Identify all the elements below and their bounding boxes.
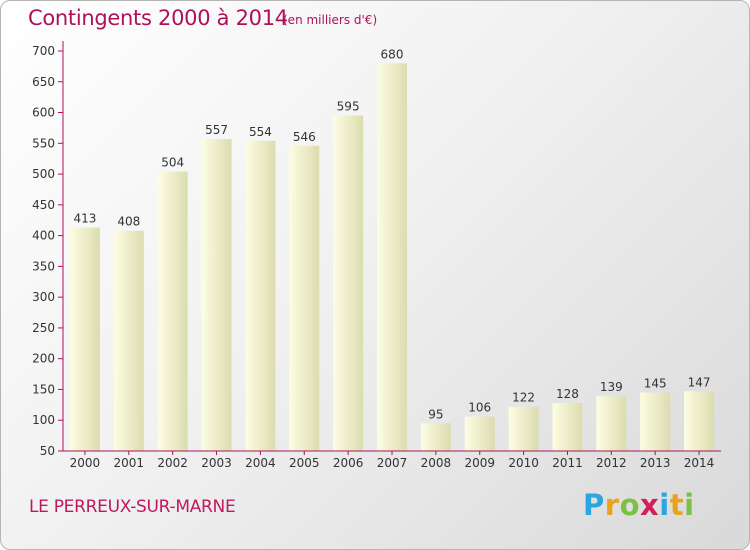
y-tick-label: 600 [32,106,55,120]
value-label-2002: 504 [161,156,184,170]
x-tick-label-2001: 2001 [114,456,145,470]
x-tick-label-2005: 2005 [289,456,320,470]
y-tick-label: 500 [32,167,55,181]
x-tick-label-2002: 2002 [157,456,188,470]
y-tick-label: 150 [32,382,55,396]
x-tick-label-2000: 2000 [70,456,101,470]
bar-2011 [552,403,583,451]
y-tick-label: 400 [32,229,55,243]
bar-2001 [113,230,144,451]
value-label-2005: 546 [293,130,316,144]
x-tick-label-2004: 2004 [245,456,276,470]
bar-2004 [245,140,276,451]
logo-letter: x [640,488,660,522]
value-label-2011: 128 [556,387,579,401]
value-label-2000: 413 [73,212,96,226]
logo-letter: t [669,488,685,522]
proxiti-logo: Proxiti [583,488,695,522]
bar-2008 [420,423,451,451]
value-label-2007: 680 [381,47,404,61]
value-label-2013: 145 [644,377,667,391]
y-tick-label: 450 [32,198,55,212]
bar-2002 [157,171,188,451]
y-tick-label: 700 [32,44,55,58]
bar-2000 [69,227,100,451]
bar-2010 [508,406,539,451]
x-tick-label-2010: 2010 [508,456,539,470]
logo-letter: i [659,488,670,522]
value-label-2006: 595 [337,100,360,114]
bar-2006 [333,115,364,451]
y-tick-label: 350 [32,259,55,273]
x-tick-label-2007: 2007 [377,456,408,470]
logo-letter: r [604,488,620,522]
value-label-2001: 408 [117,215,140,229]
chart-subtitle: (en milliers d'€) [283,13,378,27]
y-tick-label: 650 [32,75,55,89]
value-label-2010: 122 [512,391,535,405]
value-label-2009: 106 [468,401,491,415]
logo-letter: o [619,488,641,522]
x-tick-label-2013: 2013 [640,456,671,470]
x-tick-label-2009: 2009 [464,456,495,470]
y-tick-label: 50 [40,444,55,458]
bar-2009 [464,416,495,451]
value-label-2012: 139 [600,380,623,394]
value-label-2008: 95 [428,407,443,421]
y-tick-label: 100 [32,413,55,427]
logo-letter: i [684,488,695,522]
x-tick-label-2012: 2012 [596,456,627,470]
value-label-2014: 147 [688,375,711,389]
x-tick-label-2006: 2006 [333,456,364,470]
y-tick-label: 300 [32,290,55,304]
bar-2003 [201,139,232,451]
value-label-2004: 554 [249,125,272,139]
y-tick-label: 550 [32,136,55,150]
chart-title: Contingents 2000 à 2014 [28,6,288,30]
logo-letter: P [583,488,605,522]
bar-2005 [289,145,320,451]
bar-2013 [640,392,671,451]
y-tick-label: 200 [32,352,55,366]
x-tick-label-2014: 2014 [684,456,715,470]
x-tick-label-2003: 2003 [201,456,232,470]
value-label-2003: 557 [205,123,228,137]
bar-2014 [684,391,715,451]
bar-2012 [596,396,627,451]
y-tick-label: 250 [32,321,55,335]
x-tick-label-2011: 2011 [552,456,583,470]
bar-2007 [377,63,407,452]
x-tick-label-2008: 2008 [421,456,452,470]
location-label: LE PERREUX-SUR-MARNE [29,497,236,517]
